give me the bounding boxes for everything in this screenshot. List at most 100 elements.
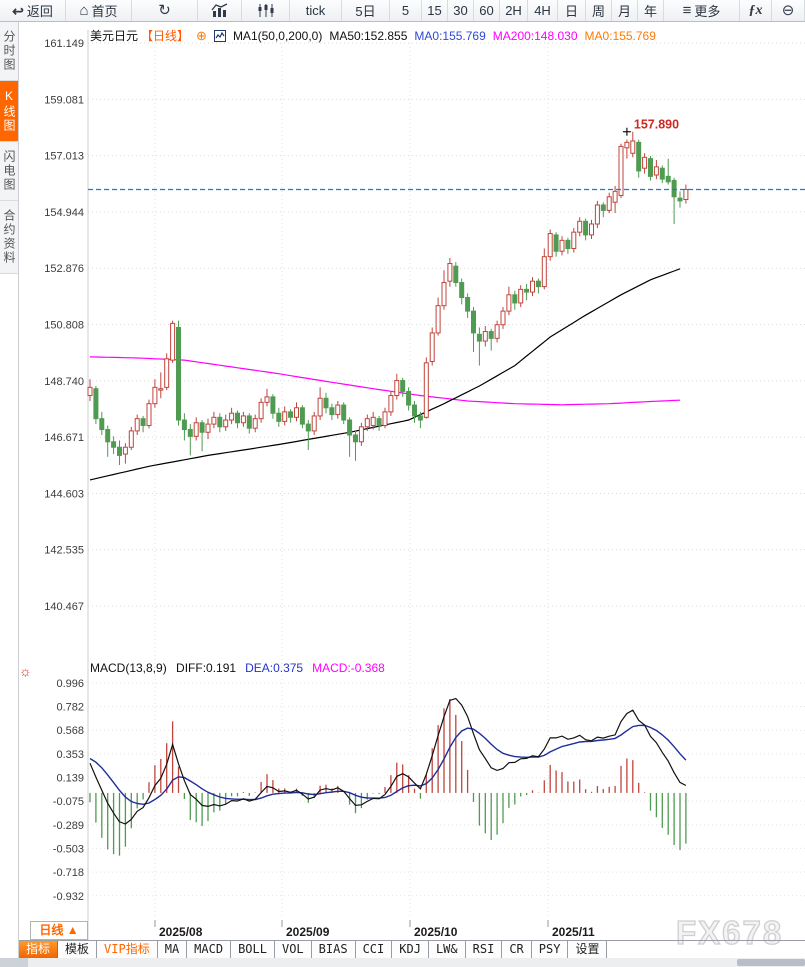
toolbar-back-button[interactable]: ↩ 返回 <box>0 0 66 21</box>
period-selector[interactable]: 日线 ▲ <box>30 921 88 940</box>
toolbar-period-2H-button[interactable]: 2H <box>500 0 528 21</box>
toolbar-item-label: 更多 <box>694 4 721 19</box>
tab-indicator-CCI[interactable]: CCI <box>355 941 393 959</box>
tab-indicator-KDJ[interactable]: KDJ <box>392 941 429 959</box>
candle <box>677 191 683 208</box>
tab-indicator-BIAS[interactable]: BIAS <box>311 941 356 959</box>
ma200-value: MA200:148.030 <box>492 28 578 43</box>
tab-indicator-RSI[interactable]: RSI <box>465 941 503 959</box>
candle <box>87 379 93 401</box>
toolbar-period-5日-button[interactable]: 5日 <box>342 0 390 21</box>
toolbar-bar-chart-button[interactable] <box>198 0 242 21</box>
candle <box>606 192 612 214</box>
candle <box>205 418 211 440</box>
toolbar-home-button[interactable]: ⌂ 首页 <box>66 0 132 21</box>
tab-模板[interactable]: 模板 <box>58 941 98 959</box>
toolbar-period-周-button[interactable]: 周 <box>586 0 612 21</box>
toolbar-item-label: 周 <box>591 4 605 19</box>
tab-indicator-BOLL[interactable]: BOLL <box>231 941 275 959</box>
tab-indicator-VOL[interactable]: VOL <box>274 941 312 959</box>
tab-VIP指标[interactable]: VIP指标 <box>97 941 158 959</box>
chart-header: 美元日元 【日线】 ⊕ MA1(50,0,200,0) MA50:152.855… <box>90 28 656 44</box>
candle <box>288 409 294 423</box>
candle <box>128 426 134 450</box>
sidebar-item-分时图[interactable]: 分时图 <box>0 22 18 81</box>
candle <box>329 403 335 421</box>
candle <box>181 413 187 441</box>
tab-indicator-LW&[interactable]: LW& <box>428 941 466 959</box>
candle <box>565 237 571 254</box>
macd-params: MACD(13,8,9) <box>90 661 167 675</box>
candle <box>600 202 606 218</box>
candle <box>111 436 117 455</box>
bottom-tabbar: 指标 模板 VIP指标 MA MACD BOLL VOL BIAS CCI KDJ LW& RSI CR… <box>18 940 805 959</box>
candle <box>417 411 423 429</box>
candle <box>648 155 653 181</box>
candle <box>500 307 506 329</box>
peak-price-annotation: 157.890 <box>634 118 679 132</box>
scrollbar-thumb[interactable] <box>737 959 805 966</box>
zoom-out-icon: ⊖ <box>781 2 795 19</box>
tab-indicator-PSY[interactable]: PSY <box>531 941 569 959</box>
toolbar-period-年-button[interactable]: 年 <box>638 0 664 21</box>
candle <box>671 177 677 225</box>
tab-indicator-设置[interactable]: 设置 <box>568 941 608 959</box>
candle <box>482 326 488 347</box>
price-axis-label: 144.603 <box>44 488 84 500</box>
sidebar-item-闪电图[interactable]: 闪电图 <box>0 142 18 201</box>
candle <box>240 411 246 427</box>
home-icon: ⌂ <box>79 2 89 19</box>
sidebar-item-K线图[interactable]: K线图 <box>0 81 18 142</box>
candle <box>441 270 447 310</box>
toolbar-period-日-button[interactable]: 日 <box>558 0 586 21</box>
candle <box>370 411 376 430</box>
candle <box>535 278 541 294</box>
toolbar-more-button[interactable]: ≡ 更多 <box>664 0 740 21</box>
candle <box>305 420 311 450</box>
horizontal-scrollbar[interactable] <box>0 958 805 967</box>
sidebar-item-合约资料[interactable]: 合约资料 <box>0 201 18 274</box>
candlestick-icon <box>258 4 273 17</box>
indicator-settings-sun-icon[interactable]: ☼ <box>19 663 32 679</box>
macd-axis-label: -0.075 <box>53 796 84 808</box>
add-indicator-icon[interactable]: ⊕ <box>196 28 207 43</box>
toolbar-period-60-button[interactable]: 60 <box>474 0 500 21</box>
toolbar-zoom-out-button[interactable]: ⊖ <box>772 0 805 21</box>
tab-indicator-MACD[interactable]: MACD <box>187 941 232 959</box>
tab-indicator-CR[interactable]: CR <box>502 941 532 959</box>
candle <box>524 283 530 301</box>
toolbar-period-30-button[interactable]: 30 <box>448 0 474 21</box>
x-axis-month-label: 2025/09 <box>286 925 330 939</box>
candle <box>547 229 553 261</box>
candle <box>530 277 535 297</box>
price-axis-label: 152.876 <box>44 263 84 275</box>
toolbar-refresh-button[interactable]: ↻ <box>132 0 198 21</box>
candle <box>406 387 412 411</box>
price-axis-label: 159.081 <box>44 94 84 106</box>
toolbar-period-月-button[interactable]: 月 <box>612 0 638 21</box>
candle <box>146 399 152 429</box>
toolbar-fx-button[interactable]: ƒx <box>740 0 772 21</box>
toolbar-item-label: 5 <box>401 3 410 18</box>
macd-header: MACD(13,8,9) DIFF:0.191 DEA:0.375 MACD:-… <box>90 661 385 675</box>
candle <box>229 407 235 425</box>
toolbar-candlestick-button[interactable] <box>242 0 290 21</box>
candle <box>471 307 476 352</box>
toolbar-period-4H-button[interactable]: 4H <box>528 0 558 21</box>
toolbar-item-label: 30 <box>453 3 468 18</box>
candle <box>388 391 394 416</box>
candle <box>642 153 648 174</box>
macd-axis-label: -0.289 <box>53 820 84 832</box>
toolbar-period-5-button[interactable]: 5 <box>390 0 422 21</box>
candle <box>447 258 453 287</box>
toolbar-period-15-button[interactable]: 15 <box>422 0 448 21</box>
ma50-value: MA50:152.855 <box>329 28 408 43</box>
tab-指标[interactable]: 指标 <box>18 941 59 959</box>
candle <box>376 415 382 431</box>
candle <box>264 388 270 407</box>
tab-indicator-MA[interactable]: MA <box>157 941 188 959</box>
toolbar-period-tick-button[interactable]: tick <box>290 0 342 21</box>
price-axis-label: 142.535 <box>44 545 84 557</box>
toolbar-item-label: 2H <box>505 3 522 18</box>
